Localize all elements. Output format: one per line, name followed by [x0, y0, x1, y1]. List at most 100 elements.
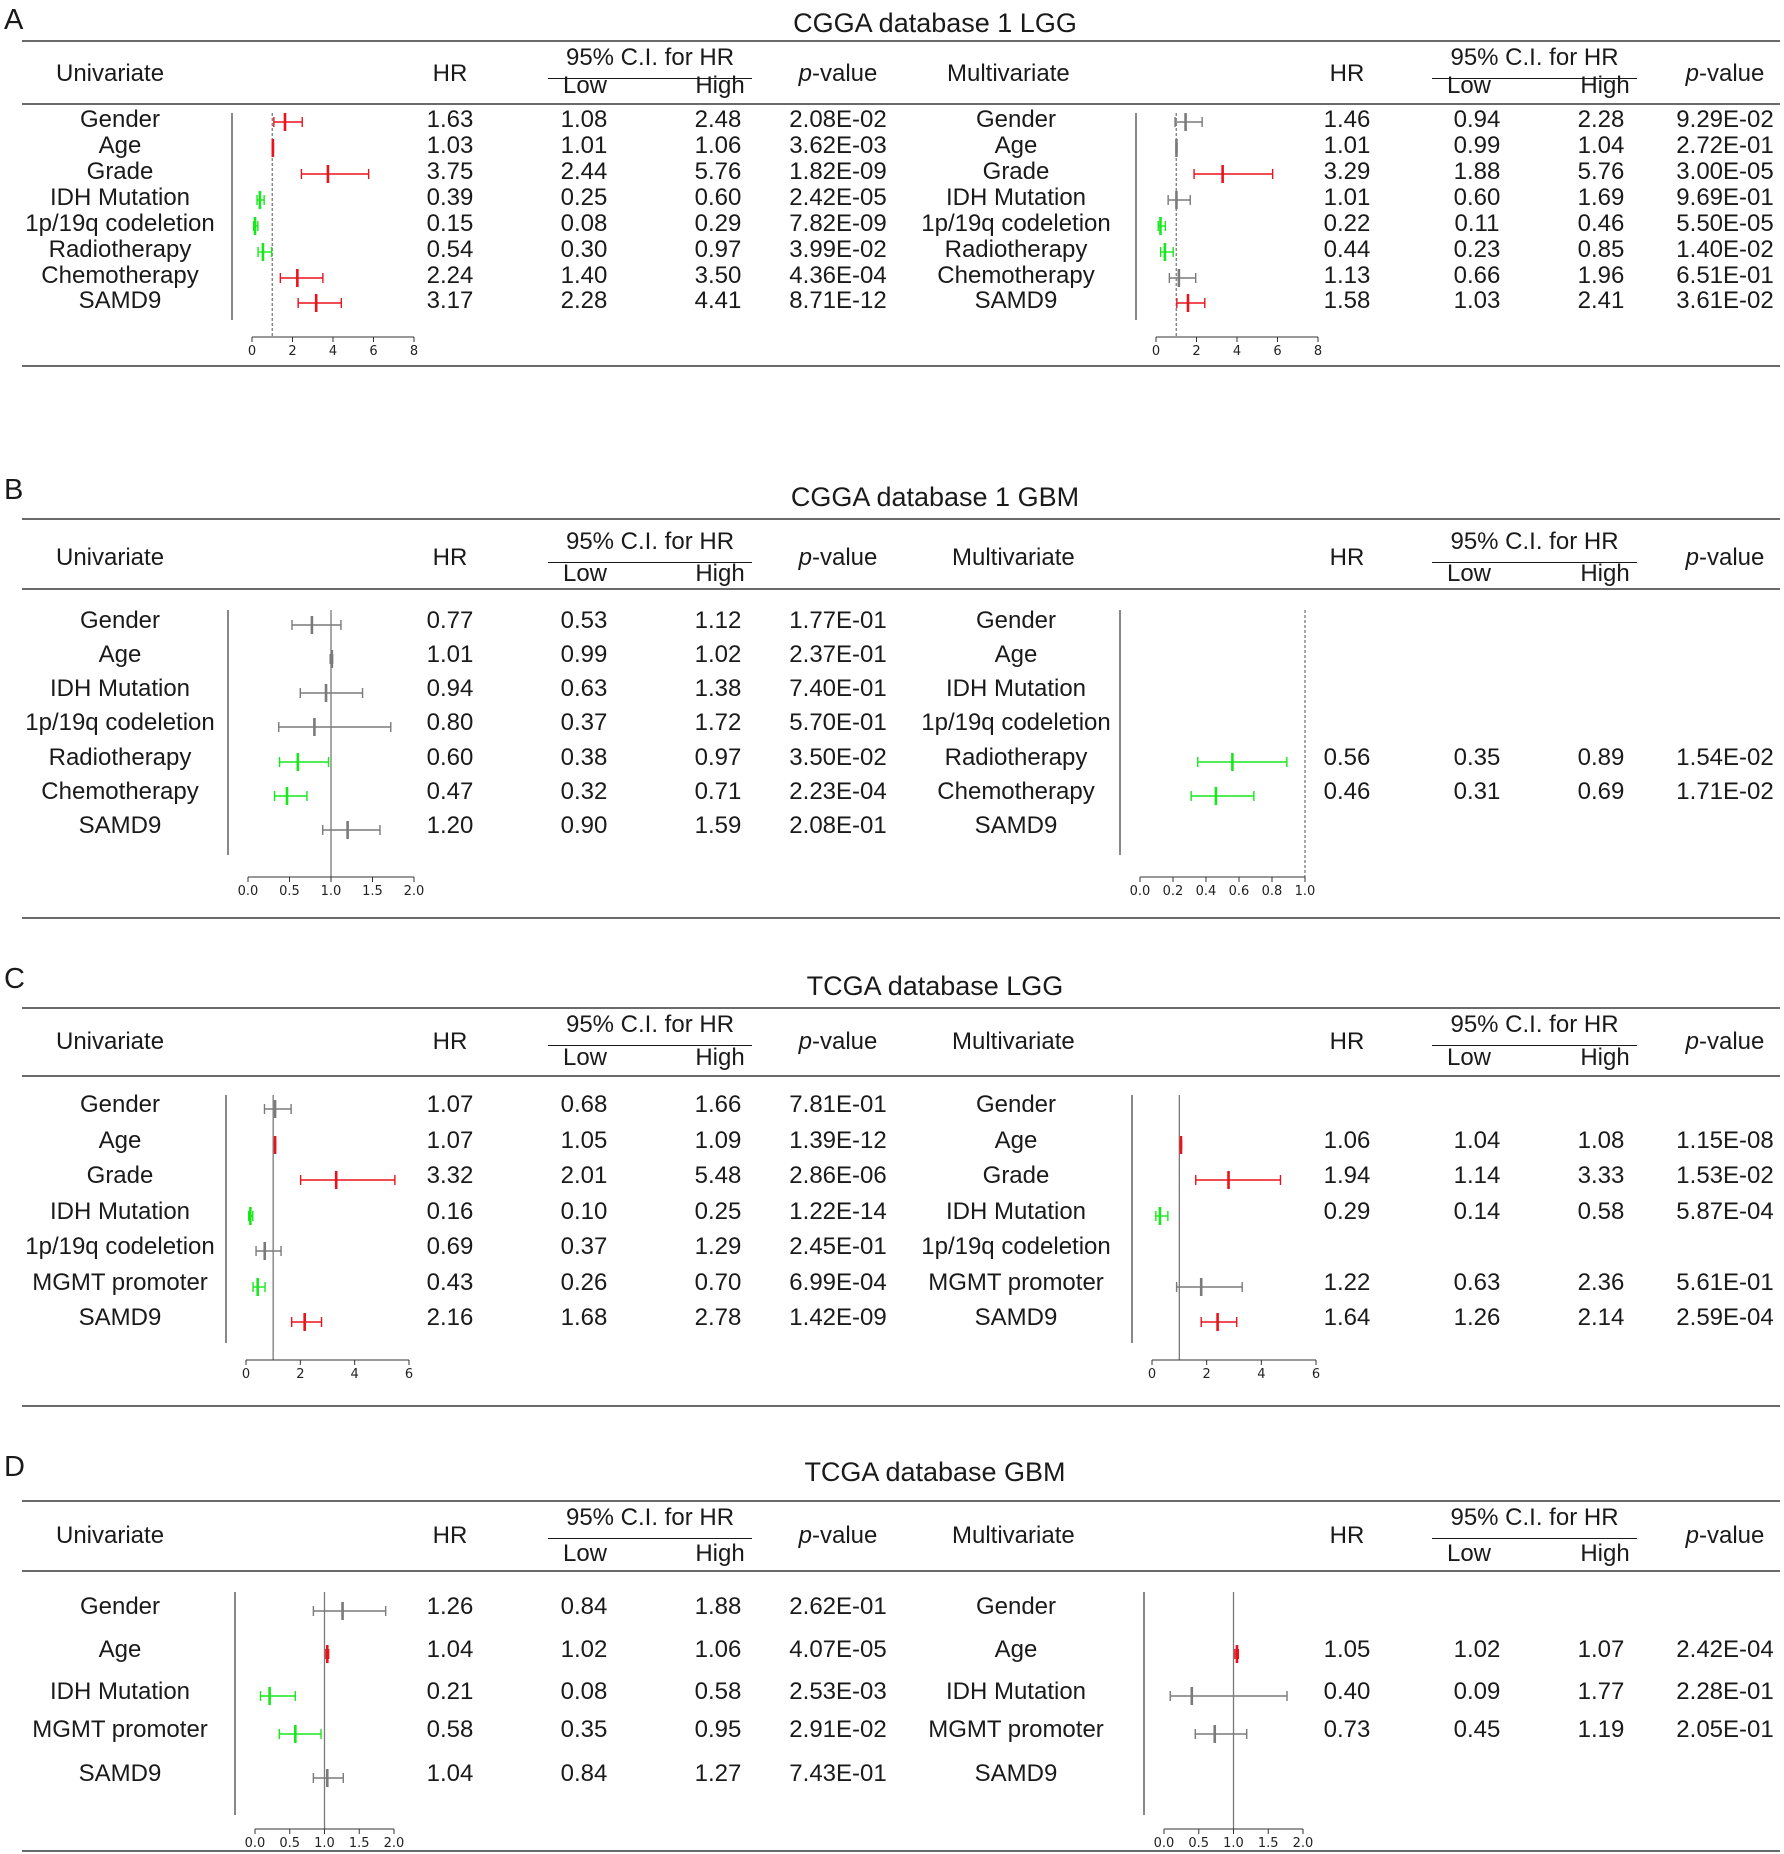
row-label-multivariate: 1p/19q codeletion — [921, 210, 1111, 237]
p-value-header-multivariate: p-value — [1686, 546, 1765, 570]
high-header-univariate: High — [695, 1540, 745, 1567]
p-value-multivariate: 3.00E-05 — [1676, 158, 1774, 185]
x-tick-label: 6 — [369, 344, 377, 359]
p-value-univariate: 5.70E-01 — [789, 709, 887, 736]
panel-label: B — [4, 474, 24, 506]
hr-value-multivariate: 1.64 — [1323, 1304, 1371, 1331]
ci-high-value-multivariate: 3.33 — [1577, 1162, 1625, 1189]
x-tick-label: 2.0 — [404, 884, 425, 899]
x-tick-label: 4 — [329, 344, 337, 359]
table-bottom-rule — [22, 1405, 1780, 1407]
row-label-multivariate: IDH Mutation — [945, 1678, 1087, 1705]
ci-low-value-multivariate: 0.23 — [1453, 236, 1501, 263]
ci-high-value-multivariate: 0.69 — [1577, 778, 1625, 805]
low-header-univariate: Low — [562, 72, 608, 99]
ci-header-univariate: 95% C.I. for HR — [565, 528, 735, 555]
row-label-multivariate: 1p/19q codeletion — [921, 1233, 1111, 1260]
hr-value-univariate: 1.07 — [426, 1091, 474, 1118]
x-tick-label: 1.0 — [1295, 884, 1316, 899]
univariate-header: Univariate — [56, 60, 165, 87]
ci-low-value-multivariate: 0.99 — [1453, 132, 1501, 159]
low-header-univariate: Low — [562, 1540, 608, 1567]
ci-header-univariate: 95% C.I. for HR — [565, 44, 735, 71]
low-header-univariate: Low — [562, 560, 608, 587]
ci-high-value-univariate: 1.29 — [694, 1233, 742, 1260]
table-top-rule — [22, 1007, 1780, 1009]
hr-value-univariate: 2.24 — [426, 262, 474, 289]
p-value-univariate: 3.62E-03 — [789, 132, 887, 159]
row-label-multivariate: Age — [994, 132, 1038, 159]
hr-value-univariate: 0.39 — [426, 184, 474, 211]
ci-high-value-multivariate: 1.19 — [1577, 1716, 1625, 1743]
hr-value-multivariate: 1.94 — [1323, 1162, 1371, 1189]
p-value-multivariate: 2.42E-04 — [1676, 1636, 1774, 1663]
p-value-suffix: -value — [1698, 544, 1765, 571]
row-label-univariate: IDH Mutation — [49, 675, 191, 702]
ci-high-value-multivariate: 0.46 — [1577, 210, 1625, 237]
ci-low-value-univariate: 0.10 — [560, 1198, 608, 1225]
ci-low-value-univariate: 2.44 — [560, 158, 608, 185]
x-tick-label: 0.0 — [245, 1836, 266, 1851]
ci-high-value-univariate: 1.27 — [694, 1760, 742, 1787]
x-tick-label: 0.0 — [1154, 1836, 1175, 1851]
ci-header-rule-univariate — [548, 1538, 752, 1540]
row-label-univariate: Gender — [79, 1091, 161, 1118]
row-label-univariate: Gender — [79, 106, 161, 133]
ci-low-value-univariate: 1.01 — [560, 132, 608, 159]
hr-value-univariate: 0.21 — [426, 1678, 474, 1705]
ci-low-value-univariate: 1.02 — [560, 1636, 608, 1663]
p-value-univariate: 2.42E-05 — [789, 184, 887, 211]
hr-value-multivariate: 0.22 — [1323, 210, 1371, 237]
hr-value-univariate: 0.43 — [426, 1269, 474, 1296]
ci-header-rule-multivariate — [1432, 1538, 1637, 1540]
ci-low-value-univariate: 0.30 — [560, 236, 608, 263]
ci-low-value-univariate: 1.08 — [560, 106, 608, 133]
p-value-univariate: 4.36E-04 — [789, 262, 887, 289]
ci-high-value-univariate: 0.70 — [694, 1269, 742, 1296]
p-value-univariate: 2.62E-01 — [789, 1593, 887, 1620]
ci-high-value-univariate: 1.72 — [694, 709, 742, 736]
x-tick-label: 0 — [1148, 1367, 1156, 1382]
ci-header-univariate: 95% C.I. for HR — [565, 1011, 735, 1038]
x-tick-label: 0 — [242, 1367, 250, 1382]
row-label-univariate: Gender — [79, 607, 161, 634]
multivariate-header: Multivariate — [952, 544, 1075, 571]
ci-low-value-multivariate: 1.04 — [1453, 1127, 1501, 1154]
row-label-multivariate: Chemotherapy — [937, 262, 1095, 289]
ci-low-value-multivariate: 0.14 — [1453, 1198, 1501, 1225]
table-header-rule — [22, 103, 1780, 105]
ci-low-value-univariate: 2.01 — [560, 1162, 608, 1189]
ci-low-value-univariate: 0.37 — [560, 1233, 608, 1260]
ci-low-value-univariate: 0.99 — [560, 641, 608, 668]
row-label-univariate: MGMT promoter — [32, 1716, 208, 1743]
p-value-header-univariate: p-value — [799, 1524, 878, 1548]
hr-value-multivariate: 1.01 — [1323, 184, 1371, 211]
forest-plot-univariate: 0.0 0.5 1.0 1.5 2.0 — [234, 1592, 404, 1851]
p-value-suffix: -value — [811, 1028, 878, 1055]
hr-value-multivariate: 1.05 — [1323, 1636, 1371, 1663]
hr-header-multivariate: HR — [1329, 1028, 1365, 1055]
hr-header-multivariate: HR — [1329, 1522, 1365, 1549]
ci-high-value-multivariate: 2.14 — [1577, 1304, 1625, 1331]
p-value-multivariate: 1.54E-02 — [1676, 744, 1774, 771]
row-label-univariate: IDH Mutation — [49, 184, 191, 211]
ci-low-value-univariate: 0.84 — [560, 1593, 608, 1620]
hr-value-univariate: 0.16 — [426, 1198, 474, 1225]
p-value-univariate: 2.53E-03 — [789, 1678, 887, 1705]
hr-value-univariate: 0.15 — [426, 210, 474, 237]
ci-low-value-univariate: 0.90 — [560, 812, 608, 839]
row-label-multivariate: MGMT promoter — [928, 1716, 1104, 1743]
hr-value-univariate: 0.77 — [426, 607, 474, 634]
p-value-univariate: 1.82E-09 — [789, 158, 887, 185]
row-label-multivariate: IDH Mutation — [945, 675, 1087, 702]
ci-low-value-multivariate: 1.88 — [1453, 158, 1501, 185]
hr-value-multivariate: 1.58 — [1323, 287, 1371, 314]
high-header-multivariate: High — [1580, 72, 1630, 99]
x-tick-label: 4 — [1233, 344, 1241, 359]
ci-header-univariate: 95% C.I. for HR — [565, 1504, 735, 1531]
hr-value-multivariate: 0.73 — [1323, 1716, 1371, 1743]
ci-low-value-univariate: 1.05 — [560, 1127, 608, 1154]
ci-high-value-univariate: 1.38 — [694, 675, 742, 702]
forest-plot-multivariate: 0.0 0.2 0.4 0.6 0.8 1.0 — [1119, 610, 1316, 899]
high-header-univariate: High — [695, 560, 745, 587]
